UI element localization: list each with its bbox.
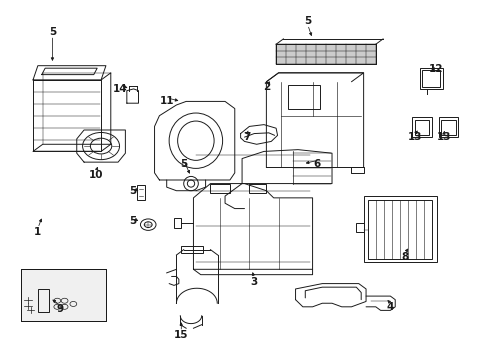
Bar	[438, 117, 458, 137]
Text: 8: 8	[401, 252, 408, 262]
Bar	[419, 68, 442, 89]
Bar	[368, 200, 431, 258]
Bar	[21, 269, 106, 321]
Bar	[421, 70, 440, 87]
Bar	[181, 246, 203, 253]
Text: 5: 5	[129, 216, 136, 226]
Text: 13: 13	[436, 132, 450, 142]
Text: 3: 3	[250, 277, 257, 287]
Text: 10: 10	[89, 170, 103, 180]
Bar	[356, 223, 363, 232]
Bar	[38, 289, 48, 312]
Bar	[414, 120, 428, 135]
Text: 14: 14	[113, 84, 127, 94]
Text: 5: 5	[180, 159, 187, 169]
Bar	[249, 184, 266, 193]
Text: 5: 5	[129, 186, 136, 196]
Text: 13: 13	[407, 132, 421, 142]
Bar	[136, 185, 145, 200]
Text: 9: 9	[56, 303, 63, 314]
Text: 7: 7	[243, 132, 250, 142]
Text: 15: 15	[174, 330, 188, 341]
Bar	[363, 196, 436, 262]
Text: 4: 4	[386, 302, 393, 312]
Text: 12: 12	[428, 64, 443, 74]
Bar	[411, 117, 431, 137]
Text: 6: 6	[313, 159, 321, 169]
Bar	[441, 120, 455, 135]
Bar	[287, 85, 319, 109]
Text: 5: 5	[304, 16, 311, 26]
Bar	[210, 184, 229, 193]
Text: 11: 11	[159, 96, 174, 107]
Text: 5: 5	[49, 27, 56, 37]
Text: 1: 1	[34, 227, 41, 237]
Bar	[276, 44, 375, 64]
Text: 2: 2	[262, 82, 269, 92]
Bar	[21, 269, 106, 321]
Bar	[174, 217, 181, 228]
